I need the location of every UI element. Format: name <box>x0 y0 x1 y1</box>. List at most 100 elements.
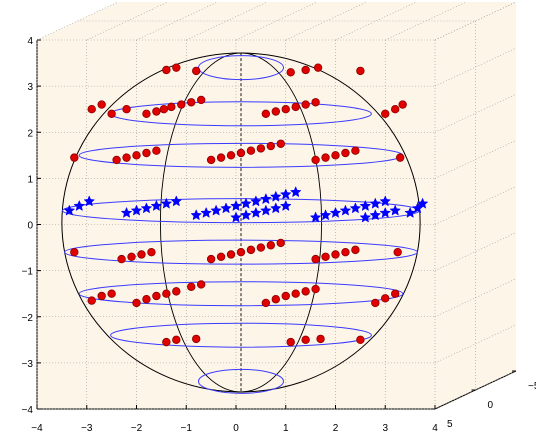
blue-star-point <box>250 206 262 218</box>
data-markers <box>63 63 429 347</box>
red-point <box>177 100 186 109</box>
blue-star-point <box>190 209 203 221</box>
blue-star-point <box>349 202 362 214</box>
red-point <box>311 254 320 264</box>
red-point <box>271 107 280 116</box>
blue-star-point <box>240 209 252 221</box>
red-point <box>381 294 390 303</box>
red-point <box>391 289 400 298</box>
red-point <box>381 109 390 118</box>
red-point <box>391 104 400 114</box>
blue-star-point <box>170 195 183 207</box>
red-point <box>167 102 176 112</box>
red-point <box>276 238 285 248</box>
red-point <box>152 291 161 301</box>
red-point <box>276 139 285 148</box>
red-point <box>87 104 96 114</box>
sphere-wireframe <box>61 52 421 394</box>
red-point <box>137 250 146 259</box>
red-point <box>122 153 131 162</box>
red-point <box>70 247 79 257</box>
red-point <box>286 337 295 347</box>
red-point <box>291 289 300 298</box>
depth-tick-label: 5 <box>447 419 453 430</box>
red-point <box>191 66 201 76</box>
red-point <box>395 153 405 162</box>
depth-tick-label: −5 <box>528 381 536 392</box>
red-point <box>341 247 350 257</box>
red-point <box>172 335 181 345</box>
red-point <box>291 102 300 112</box>
red-point <box>311 155 320 165</box>
x-tick-label: −1 <box>181 423 193 434</box>
y-tick-label: 1 <box>27 174 33 185</box>
red-point <box>206 254 216 264</box>
red-point <box>236 247 246 257</box>
x-tick-label: −3 <box>81 423 93 434</box>
red-point <box>286 68 295 77</box>
red-point <box>132 298 141 308</box>
red-point <box>266 141 276 151</box>
blue-star-point <box>329 206 342 218</box>
red-point <box>331 250 340 259</box>
blue-star-point <box>279 188 292 200</box>
blue-star-point <box>269 190 282 202</box>
red-point <box>261 298 271 308</box>
blue-star-point <box>250 195 262 207</box>
red-point <box>313 63 323 72</box>
red-point <box>316 334 325 344</box>
blue-star-point <box>130 204 143 216</box>
red-point <box>70 153 79 162</box>
red-point <box>191 334 201 344</box>
red-point <box>172 287 181 296</box>
red-point <box>301 65 310 75</box>
blue-star-point <box>279 199 292 212</box>
latitude-circle <box>197 368 285 394</box>
red-point <box>226 250 236 259</box>
red-point <box>162 65 171 75</box>
y-tick-label: −4 <box>22 405 34 416</box>
blue-star-point <box>319 209 332 221</box>
red-point <box>256 144 266 153</box>
red-point <box>261 109 271 118</box>
x-tick-label: 2 <box>333 423 339 434</box>
red-point <box>122 104 131 114</box>
latitude-circle <box>78 281 404 307</box>
x-tick-label: −2 <box>131 423 143 434</box>
red-point <box>341 148 350 158</box>
blue-star-point <box>240 197 252 209</box>
red-point <box>311 284 320 294</box>
blue-star-point <box>259 204 272 216</box>
red-point <box>236 148 246 158</box>
x-tick-label: 1 <box>283 423 289 434</box>
blue-star-point <box>359 199 372 212</box>
y-tick-label: 4 <box>27 36 33 47</box>
red-point <box>206 155 216 165</box>
red-point <box>393 247 402 257</box>
red-point <box>142 295 151 304</box>
red-point <box>152 107 161 116</box>
red-point <box>132 151 141 160</box>
red-point <box>246 245 256 255</box>
red-point <box>107 109 116 118</box>
red-point <box>281 104 290 114</box>
blue-star-point <box>83 195 96 207</box>
red-point <box>321 153 330 162</box>
red-point <box>162 289 171 298</box>
red-point <box>226 151 236 160</box>
blue-star-point <box>140 202 153 214</box>
red-point <box>301 100 310 109</box>
y-tick-label: 3 <box>27 82 33 93</box>
y-tick-label: 2 <box>27 128 33 139</box>
red-point <box>107 289 116 298</box>
y-tick-label: −3 <box>22 359 34 370</box>
red-point <box>112 155 121 165</box>
red-point <box>196 95 206 105</box>
red-point <box>172 63 181 72</box>
blue-star-point <box>200 206 213 218</box>
red-point <box>216 153 226 162</box>
blue-star-point <box>309 211 322 223</box>
red-point <box>187 282 196 291</box>
x-tick-label: 4 <box>432 423 438 434</box>
